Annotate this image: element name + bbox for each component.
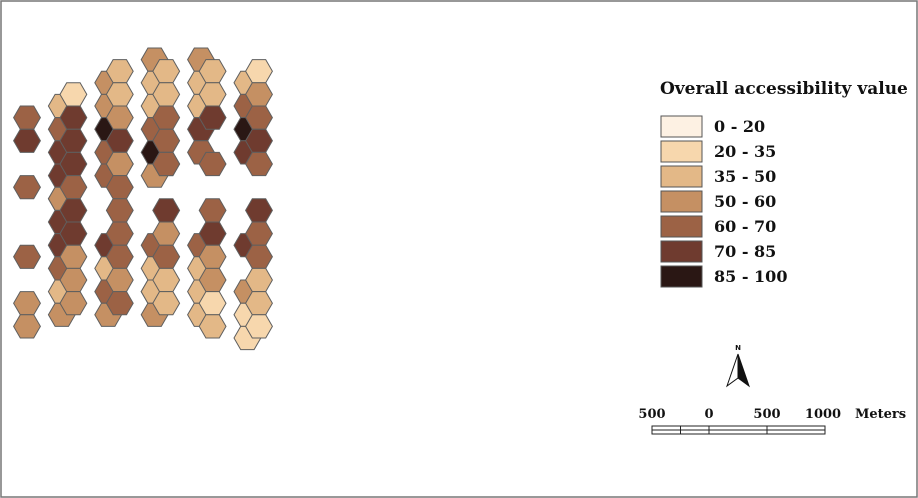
scale-label-500-left: 500 — [638, 407, 665, 422]
scale-unit: Meters — [855, 407, 906, 422]
hex-cell — [105, 291, 134, 316]
scale-label-0: 0 — [704, 407, 713, 422]
hex-cell — [59, 291, 88, 316]
north-arrow: N — [726, 344, 750, 388]
scale-bar: 500 0 500 1000 Meters — [638, 407, 906, 435]
hex-cell — [13, 175, 41, 200]
legend-swatch-1 — [660, 140, 703, 163]
north-label: N — [735, 344, 741, 352]
hex-grid — [13, 47, 273, 351]
hex-cell — [13, 128, 41, 153]
north-arrow-right-icon — [737, 353, 750, 388]
hex-cell — [245, 314, 273, 339]
legend-label-4: 60 - 70 — [714, 217, 776, 236]
scale-label-1000: 1000 — [805, 407, 841, 422]
legend-label-5: 70 - 85 — [714, 242, 776, 261]
legend-label-1: 20 - 35 — [714, 142, 776, 161]
hex-cell — [152, 151, 181, 177]
legend-title: Overall accessibility value — [660, 79, 908, 99]
legend-swatch-4 — [660, 215, 703, 238]
scale-label-500-right: 500 — [753, 407, 780, 422]
hex-cell — [198, 151, 227, 177]
legend-swatch-6 — [660, 265, 703, 288]
hex-cell — [13, 314, 41, 339]
legend-swatch-0 — [660, 115, 703, 138]
hex-cell — [13, 244, 41, 269]
legend-label-6: 85 - 100 — [714, 267, 787, 286]
legend-label-0: 0 - 20 — [714, 117, 765, 136]
hex-cell — [152, 291, 181, 316]
hex-cell — [245, 151, 273, 177]
legend-swatch-5 — [660, 240, 703, 263]
legend: Overall accessibility value 0 - 20 20 - 3… — [660, 79, 908, 288]
legend-swatch-3 — [660, 190, 703, 213]
legend-label-3: 50 - 60 — [714, 192, 776, 211]
hex-cell — [198, 105, 227, 130]
legend-label-2: 35 - 50 — [714, 167, 776, 186]
legend-items: 0 - 20 20 - 35 35 - 50 50 - 60 60 - 70 70 - 8… — [660, 115, 787, 288]
legend-swatch-2 — [660, 165, 703, 188]
hex-cell — [198, 314, 227, 339]
